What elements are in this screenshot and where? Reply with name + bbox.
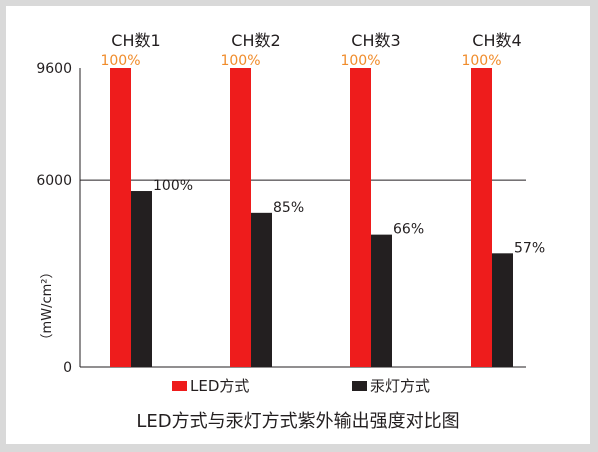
y-tick-label: 0 — [63, 360, 72, 376]
bar-mercury — [251, 212, 272, 367]
category-label: CH数2 — [231, 31, 280, 50]
category-label: CH数3 — [351, 31, 400, 50]
chart-frame: 0 6000 9600 CH数1 CH数2 CH数3 CH数4 100% 100% 100% 100… — [6, 6, 590, 444]
bar-led — [230, 68, 251, 367]
bar-led — [471, 68, 492, 367]
data-label-led: 100% — [220, 53, 260, 69]
legend-swatch-mercury — [352, 381, 367, 391]
chart-title: LED方式与汞灯方式紫外输出强度对比图 — [136, 411, 459, 432]
legend-swatch-led — [172, 381, 187, 391]
bar-mercury — [131, 191, 152, 367]
bar-led — [350, 68, 371, 367]
y-axis-label: （mW/cm²） — [40, 266, 55, 347]
chart: 0 6000 9600 CH数1 CH数2 CH数3 CH数4 100% 100% 100% 100… — [36, 31, 545, 432]
category-label: CH数1 — [111, 31, 160, 50]
legend: LED方式 汞灯方式 — [172, 377, 430, 395]
bar-led — [110, 68, 131, 367]
category-label: CH数4 — [472, 31, 521, 50]
y-tick-label: 6000 — [36, 173, 72, 189]
y-tick-label: 9600 — [36, 61, 72, 77]
bar-mercury — [492, 253, 513, 367]
legend-label-mercury: 汞灯方式 — [370, 377, 430, 395]
data-label-led: 100% — [340, 53, 380, 69]
bar-mercury — [371, 234, 392, 367]
data-label-led: 100% — [100, 53, 140, 69]
data-label-mercury: 100% — [153, 178, 193, 194]
data-label-mercury: 57% — [514, 240, 545, 256]
legend-label-led: LED方式 — [190, 377, 249, 395]
data-label-mercury: 85% — [273, 200, 304, 216]
data-label-led: 100% — [461, 53, 501, 69]
data-label-mercury: 66% — [393, 222, 424, 238]
